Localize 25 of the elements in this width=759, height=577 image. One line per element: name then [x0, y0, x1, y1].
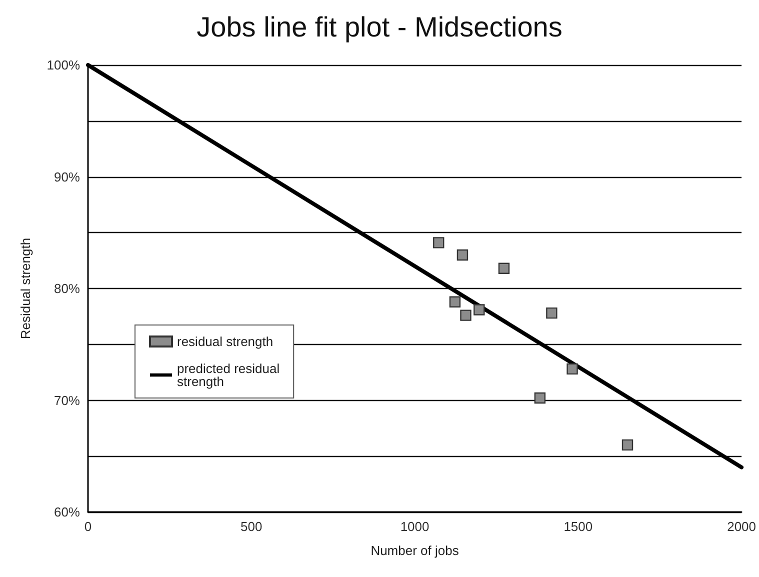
x-tick-label: 0 [84, 519, 92, 534]
point [460, 310, 472, 321]
point [546, 307, 558, 319]
y-tick-label: 70% [54, 392, 80, 408]
point [474, 304, 485, 316]
point [449, 296, 461, 308]
x-axis-title: Number of jobs [370, 543, 460, 558]
x-tick-label: 500 [240, 519, 262, 534]
x-tick-label: 1500 [564, 519, 593, 534]
point [566, 363, 578, 375]
x-tick-label: 2000 [727, 519, 756, 534]
legend-label: residual strength [177, 334, 274, 349]
y-tick-label: 100% [46, 58, 80, 72]
chart-title: Jobs line fit plot - Midsections [196, 12, 562, 42]
x-tick-label: 1000 [400, 519, 430, 534]
y-tick-label: 80% [54, 281, 80, 296]
point [456, 249, 468, 261]
point [534, 392, 546, 404]
y-axis-title: Residual strength [18, 238, 33, 340]
point [433, 237, 444, 248]
y-tick-label: 60% [54, 504, 80, 520]
point [622, 439, 634, 451]
y-tick-label: 90% [54, 169, 80, 184]
point [498, 262, 510, 274]
legend-label: predicted residual strength [177, 361, 280, 389]
